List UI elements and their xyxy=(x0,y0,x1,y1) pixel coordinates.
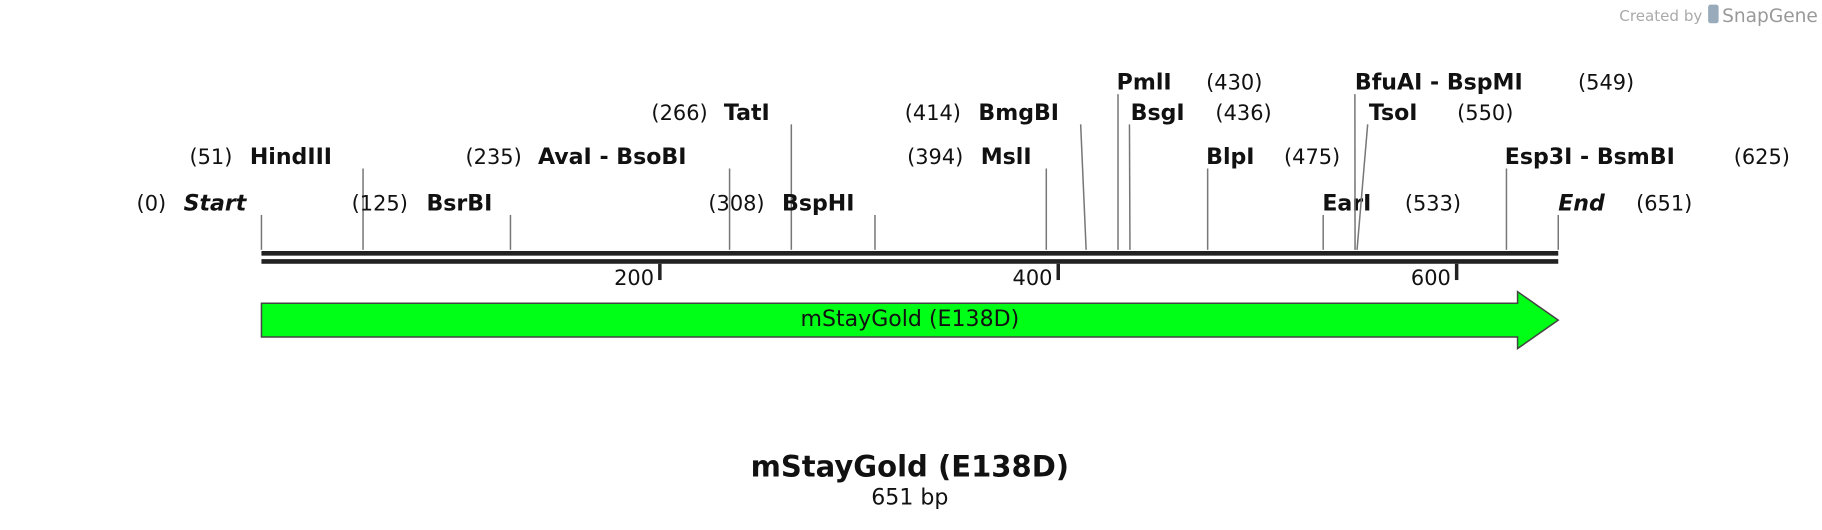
site-position: (625) xyxy=(1734,145,1790,169)
site-name: BlpI xyxy=(1206,145,1254,170)
site-position: (533) xyxy=(1405,192,1461,216)
site-name: Esp3I - BsmBI xyxy=(1505,145,1675,170)
site-name: EarI xyxy=(1322,192,1371,217)
site-position: (651) xyxy=(1636,192,1692,216)
site-position: (550) xyxy=(1457,101,1513,125)
map-title: mStayGold (E138D) xyxy=(751,449,1070,483)
site-line xyxy=(1356,124,1369,250)
site-name: TsoI xyxy=(1369,101,1418,126)
ruler-label: 600 xyxy=(1411,266,1451,290)
site-name: BspHI xyxy=(782,192,854,217)
site-position: (414) xyxy=(905,101,961,125)
site-position: (235) xyxy=(466,145,522,169)
backbone xyxy=(261,259,1559,264)
backbone xyxy=(261,250,1559,256)
site-name: AvaI - BsoBI xyxy=(538,145,686,170)
site-name: MslI xyxy=(981,145,1032,170)
feature-arrow xyxy=(260,290,1560,351)
site-position: (0) xyxy=(137,192,167,216)
site-name: Start xyxy=(184,192,248,217)
ruler-label: 200 xyxy=(614,266,654,290)
site-name: BsrBI xyxy=(426,192,492,217)
site-line xyxy=(1079,124,1087,250)
site-position: (266) xyxy=(651,101,707,125)
site-name: TatI xyxy=(724,101,770,126)
brand: SnapGene xyxy=(1722,6,1818,27)
ruler-label: 400 xyxy=(1013,266,1053,290)
site-name: BmgBI xyxy=(978,101,1059,126)
site-position: (436) xyxy=(1215,101,1271,125)
site-name: BsgI xyxy=(1131,101,1185,126)
credit: Created by xyxy=(1619,7,1702,25)
site-position: (125) xyxy=(352,192,408,216)
logo xyxy=(1708,4,1719,24)
site-position: (394) xyxy=(907,145,963,169)
site-position: (51) xyxy=(189,145,232,169)
site-name: PmlI xyxy=(1117,71,1172,96)
site-position: (308) xyxy=(708,192,764,216)
feature-label: mStayGold (E138D) xyxy=(800,307,1019,332)
map-length: 651 bp xyxy=(871,485,948,510)
site-position: (430) xyxy=(1206,71,1262,95)
site-name: HindIII xyxy=(250,145,332,170)
site-name: End xyxy=(1558,192,1605,217)
site-name: BfuAI - BspMI xyxy=(1355,71,1523,96)
site-position: (475) xyxy=(1284,145,1340,169)
site-position: (549) xyxy=(1578,71,1634,95)
